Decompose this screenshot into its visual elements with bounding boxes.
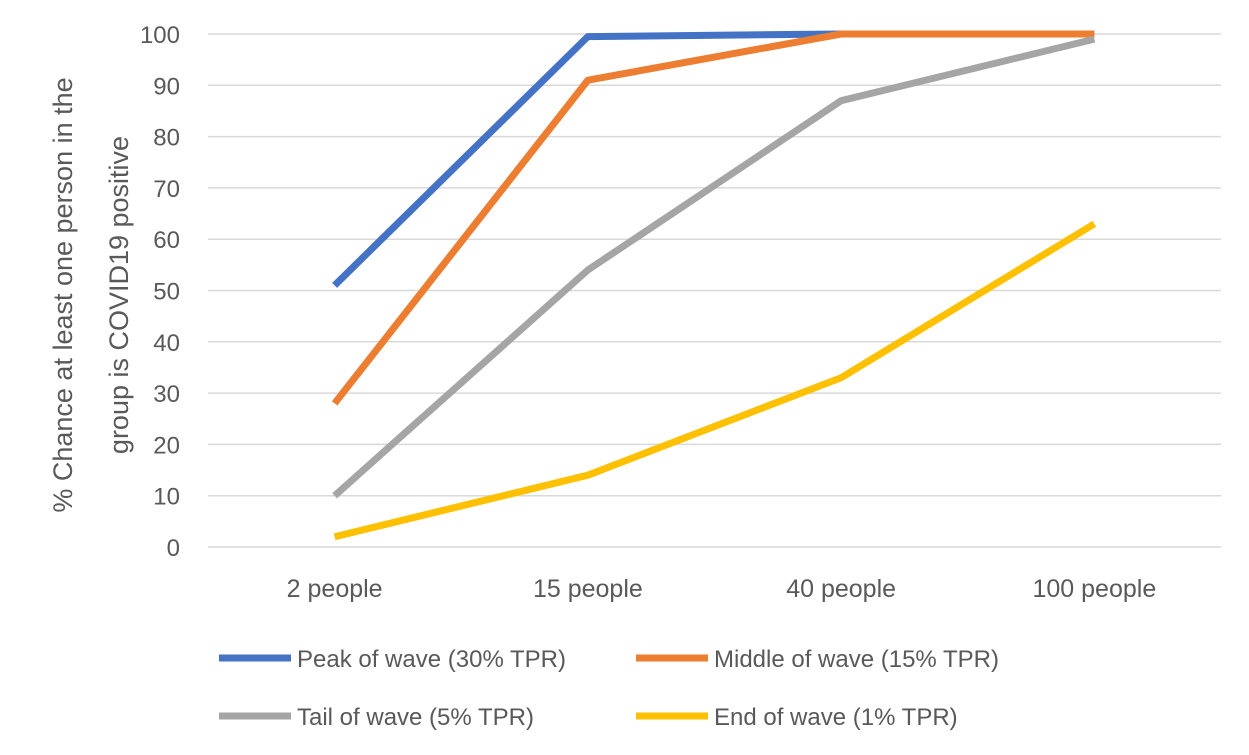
y-tick-label: 100 [140,22,180,49]
y-tick-label: 40 [153,330,180,357]
legend-item: End of wave (1% TPR) [636,704,958,731]
y-axis-label-line-1: % Chance at least one person in the [48,77,78,512]
legend-label: Middle of wave (15% TPR) [714,646,999,673]
legend-item: Peak of wave (30% TPR) [219,646,566,673]
y-tick-label: 70 [153,176,180,203]
y-tick-label: 10 [153,484,180,511]
series-lines [331,30,1097,541]
x-tick-label: 40 people [786,575,896,603]
legend-item: Middle of wave (15% TPR) [636,646,999,673]
legend-label: Peak of wave (30% TPR) [297,646,566,673]
legend-item: Tail of wave (5% TPR) [219,704,534,731]
y-axis-ticks: 0 10 20 30 40 50 60 70 80 90 100 [140,22,180,562]
series-line-4 [333,220,1097,541]
series-line-1 [332,30,1095,288]
y-tick-label: 30 [153,381,180,408]
y-tick-label: 60 [153,227,180,254]
legend-label: End of wave (1% TPR) [714,704,958,731]
series-line-2 [331,30,1095,406]
x-axis-ticks: 2 people 15 people 40 people 100 people [287,575,1157,603]
y-tick-label: 20 [153,432,180,459]
y-axis-label-line-2: group is COVID19 positive [104,136,134,454]
y-tick-label: 50 [153,279,180,306]
x-tick-label: 100 people [1033,575,1157,603]
series-line-3 [332,35,1096,499]
y-tick-label: 0 [167,535,180,562]
y-tick-label: 80 [153,125,180,152]
x-tick-label: 2 people [287,575,383,603]
y-tick-label: 90 [153,73,180,100]
legend-label: Tail of wave (5% TPR) [297,704,534,731]
x-tick-label: 15 people [533,575,643,603]
legend: Peak of wave (30% TPR) Middle of wave (15… [219,646,999,731]
